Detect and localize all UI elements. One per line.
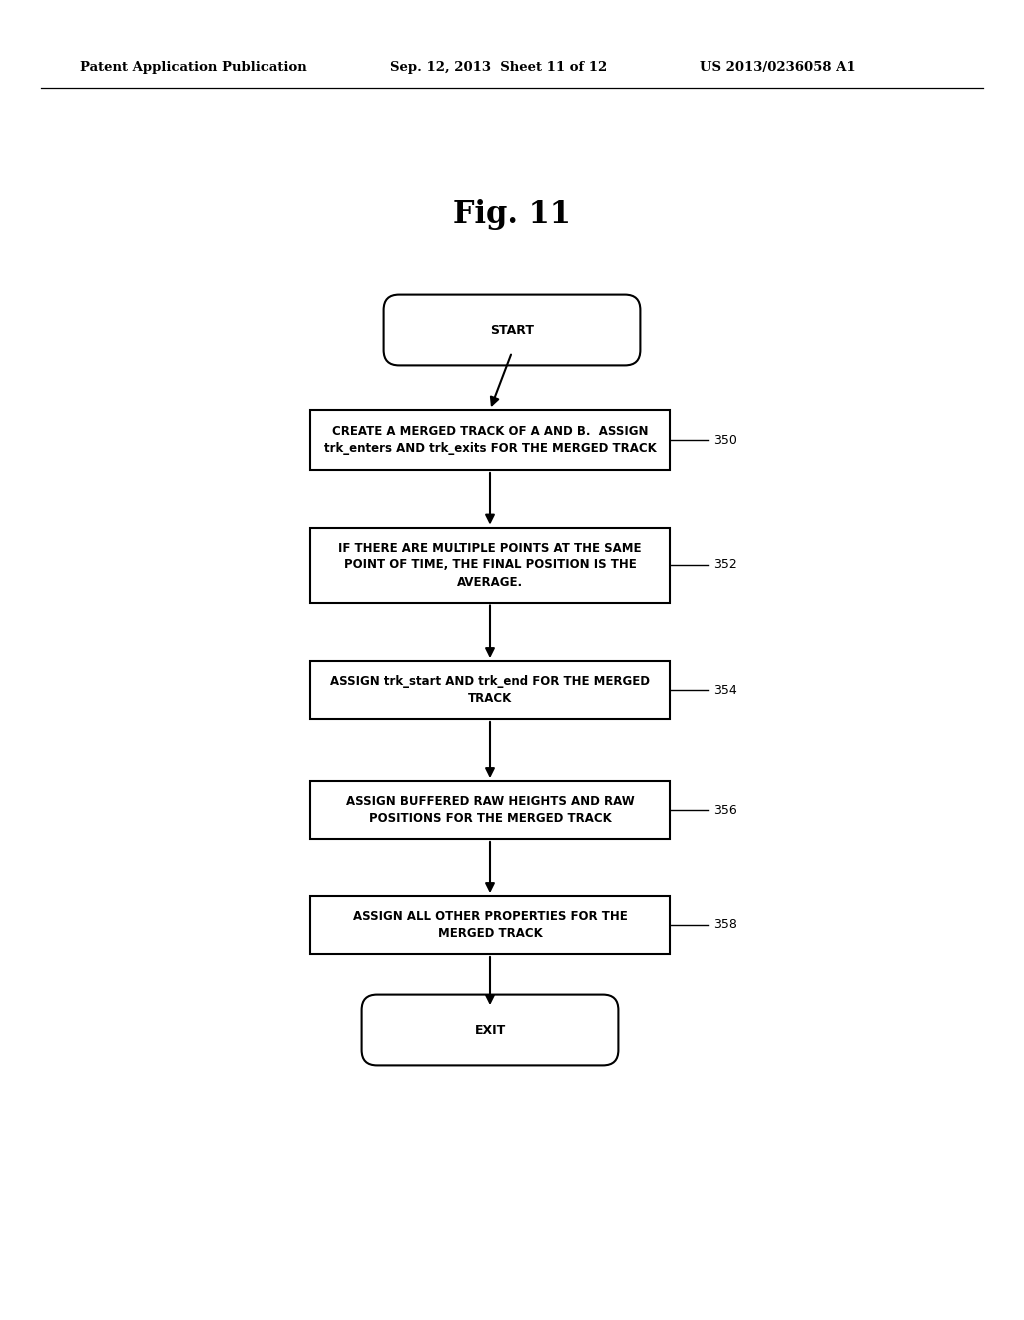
Text: 354: 354 — [713, 684, 736, 697]
Text: 358: 358 — [713, 919, 737, 932]
Text: ASSIGN trk_start AND trk_end FOR THE MERGED
TRACK: ASSIGN trk_start AND trk_end FOR THE MER… — [330, 675, 650, 705]
Bar — [310, 528, 670, 602]
Bar — [310, 781, 670, 840]
Text: CREATE A MERGED TRACK OF A AND B.  ASSIGN
trk_enters AND trk_exits FOR THE MERGE: CREATE A MERGED TRACK OF A AND B. ASSIGN… — [324, 425, 656, 455]
FancyBboxPatch shape — [384, 294, 640, 366]
Text: US 2013/0236058 A1: US 2013/0236058 A1 — [700, 62, 856, 74]
Text: ASSIGN BUFFERED RAW HEIGHTS AND RAW
POSITIONS FOR THE MERGED TRACK: ASSIGN BUFFERED RAW HEIGHTS AND RAW POSI… — [346, 795, 635, 825]
Text: IF THERE ARE MULTIPLE POINTS AT THE SAME
POINT OF TIME, THE FINAL POSITION IS TH: IF THERE ARE MULTIPLE POINTS AT THE SAME… — [338, 541, 642, 589]
Bar — [310, 411, 670, 470]
FancyBboxPatch shape — [361, 994, 618, 1065]
Text: EXIT: EXIT — [474, 1023, 506, 1036]
Text: 356: 356 — [713, 804, 736, 817]
Text: Fig. 11: Fig. 11 — [453, 199, 571, 231]
Text: START: START — [490, 323, 534, 337]
Text: Patent Application Publication: Patent Application Publication — [80, 62, 307, 74]
Bar — [310, 661, 670, 719]
Bar — [310, 896, 670, 954]
Text: Sep. 12, 2013  Sheet 11 of 12: Sep. 12, 2013 Sheet 11 of 12 — [390, 62, 607, 74]
Text: 350: 350 — [713, 433, 737, 446]
Text: ASSIGN ALL OTHER PROPERTIES FOR THE
MERGED TRACK: ASSIGN ALL OTHER PROPERTIES FOR THE MERG… — [352, 909, 628, 940]
Text: 352: 352 — [713, 558, 736, 572]
